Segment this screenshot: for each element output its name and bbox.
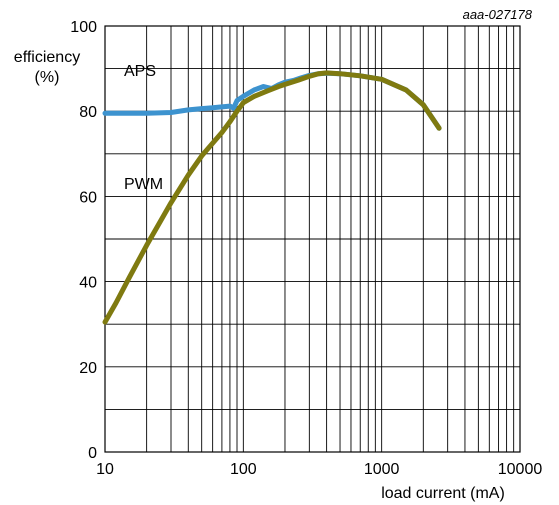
y-axis-label-line-2: (%)	[35, 69, 60, 86]
y-tick-label: 60	[79, 189, 97, 206]
series-lines	[102, 70, 442, 325]
y-tick-label: 80	[79, 104, 97, 121]
y-tick-label: 20	[79, 360, 97, 377]
y-tick-label: 0	[88, 445, 97, 462]
x-tick-label: 1000	[364, 461, 400, 478]
x-tick-label: 10	[96, 461, 114, 478]
grid	[105, 26, 520, 452]
x-tick-label: 10000	[498, 461, 543, 478]
series-line-pwm	[102, 70, 442, 325]
series-label-pwm: PWM	[124, 176, 163, 193]
figure-id: aaa-027178	[463, 7, 533, 22]
series-label-aps: APS	[124, 63, 156, 80]
x-tick-label: 100	[230, 461, 257, 478]
y-tick-label: 40	[79, 275, 97, 292]
y-tick-label: 100	[70, 19, 97, 36]
y-axis-label-line-1: efficiency	[14, 49, 80, 66]
plot-frame	[104, 25, 521, 453]
tick-labels: 0 20 40 60 80 100 10 100 1000 10000	[70, 19, 542, 478]
x-axis-label: load current (mA)	[381, 485, 505, 502]
